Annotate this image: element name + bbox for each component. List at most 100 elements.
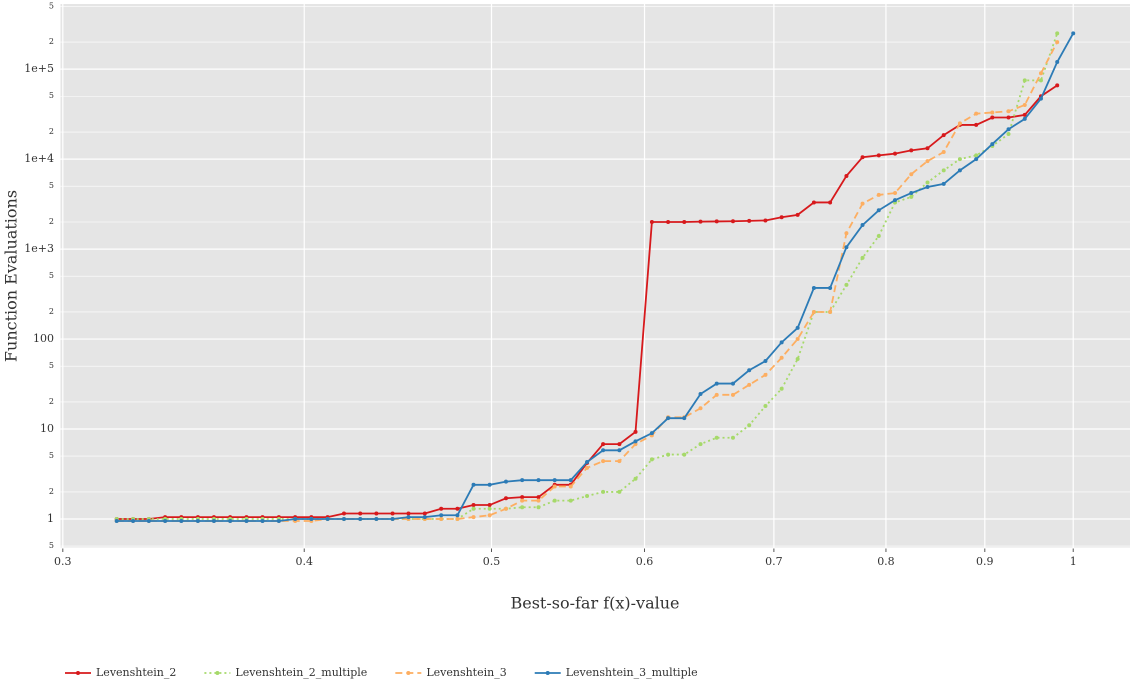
- x-tick-label: 1: [1070, 555, 1077, 568]
- data-point: [260, 518, 265, 523]
- data-point: [390, 511, 395, 516]
- data-point: [876, 208, 881, 213]
- data-point: [747, 368, 752, 373]
- data-point: [893, 191, 898, 196]
- x-tick-label: 0.5: [483, 555, 501, 568]
- legend-marker: [545, 671, 550, 675]
- data-point: [828, 309, 833, 314]
- data-point: [925, 146, 930, 151]
- data-point: [552, 498, 557, 503]
- data-point: [536, 498, 541, 503]
- data-point: [536, 478, 541, 483]
- data-point: [633, 476, 638, 481]
- data-point: [503, 479, 508, 484]
- legend-item: Levenshtein_3_multiple: [534, 666, 698, 679]
- y-tick-label: 2: [49, 487, 54, 496]
- data-point: [795, 357, 800, 362]
- data-point: [422, 515, 427, 520]
- data-point: [601, 442, 606, 447]
- data-point: [520, 478, 525, 483]
- data-point: [974, 122, 979, 127]
- data-point: [714, 381, 719, 386]
- data-point: [957, 168, 962, 173]
- data-point: [633, 429, 638, 434]
- data-point: [1022, 116, 1027, 121]
- data-point: [455, 516, 460, 521]
- data-point: [1055, 60, 1060, 65]
- data-point: [860, 255, 865, 260]
- data-point: [747, 382, 752, 387]
- data-point: [649, 457, 654, 462]
- legend-label: Levenshtein_3_multiple: [566, 666, 698, 679]
- legend-item: Levenshtein_2: [65, 666, 176, 679]
- y-tick-label: 5: [49, 271, 54, 280]
- data-point: [520, 505, 525, 510]
- data-point: [536, 505, 541, 510]
- data-point: [666, 452, 671, 457]
- data-point: [779, 215, 784, 220]
- data-point: [779, 386, 784, 391]
- data-point: [293, 516, 298, 521]
- data-point: [957, 157, 962, 162]
- data-point: [471, 515, 476, 520]
- data-point: [1038, 71, 1043, 76]
- data-point: [990, 115, 995, 120]
- data-point: [503, 496, 508, 501]
- y-tick-label: 2: [49, 397, 54, 406]
- data-point: [941, 168, 946, 173]
- data-point: [714, 392, 719, 397]
- data-point: [487, 503, 492, 508]
- data-point: [568, 484, 573, 489]
- legend-item: Levenshtein_2_multiple: [204, 666, 367, 679]
- data-point: [698, 406, 703, 411]
- data-point: [163, 518, 168, 523]
- data-point: [698, 392, 703, 397]
- data-point: [341, 516, 346, 521]
- data-point: [909, 172, 914, 177]
- data-point: [585, 465, 590, 470]
- y-tick-label: 2: [49, 307, 54, 316]
- data-point: [909, 148, 914, 153]
- data-point: [406, 515, 411, 520]
- data-point: [601, 448, 606, 453]
- data-point: [682, 416, 687, 421]
- data-point: [844, 282, 849, 287]
- data-point: [1038, 96, 1043, 101]
- data-point: [844, 245, 849, 250]
- data-point: [471, 503, 476, 508]
- data-point: [358, 511, 363, 516]
- data-point: [828, 285, 833, 290]
- data-point: [876, 153, 881, 158]
- data-point: [811, 200, 816, 205]
- data-point: [974, 153, 979, 158]
- data-point: [714, 435, 719, 440]
- legend-marker: [215, 671, 220, 675]
- data-point: [990, 142, 995, 147]
- data-point: [552, 478, 557, 483]
- data-point: [520, 495, 525, 500]
- y-tick-label: 2: [49, 127, 54, 136]
- data-point: [844, 173, 849, 178]
- y-tick-label: 5: [49, 1, 54, 10]
- data-point: [795, 325, 800, 330]
- legend-label: Levenshtein_2_multiple: [235, 666, 367, 679]
- data-point: [763, 359, 768, 364]
- data-point: [747, 218, 752, 223]
- data-point: [666, 220, 671, 225]
- data-point: [114, 518, 119, 523]
- data-point: [747, 423, 752, 428]
- data-point: [390, 516, 395, 521]
- x-tick-label: 0.6: [636, 555, 654, 568]
- data-point: [1022, 112, 1027, 117]
- data-point: [893, 198, 898, 203]
- y-tick-label: 100: [33, 332, 54, 345]
- data-point: [422, 511, 427, 516]
- data-point: [601, 459, 606, 464]
- data-point: [763, 404, 768, 409]
- data-point: [730, 435, 735, 440]
- data-point: [439, 516, 444, 521]
- y-tick-label: 1: [47, 512, 54, 525]
- data-point: [649, 220, 654, 225]
- data-point: [876, 192, 881, 197]
